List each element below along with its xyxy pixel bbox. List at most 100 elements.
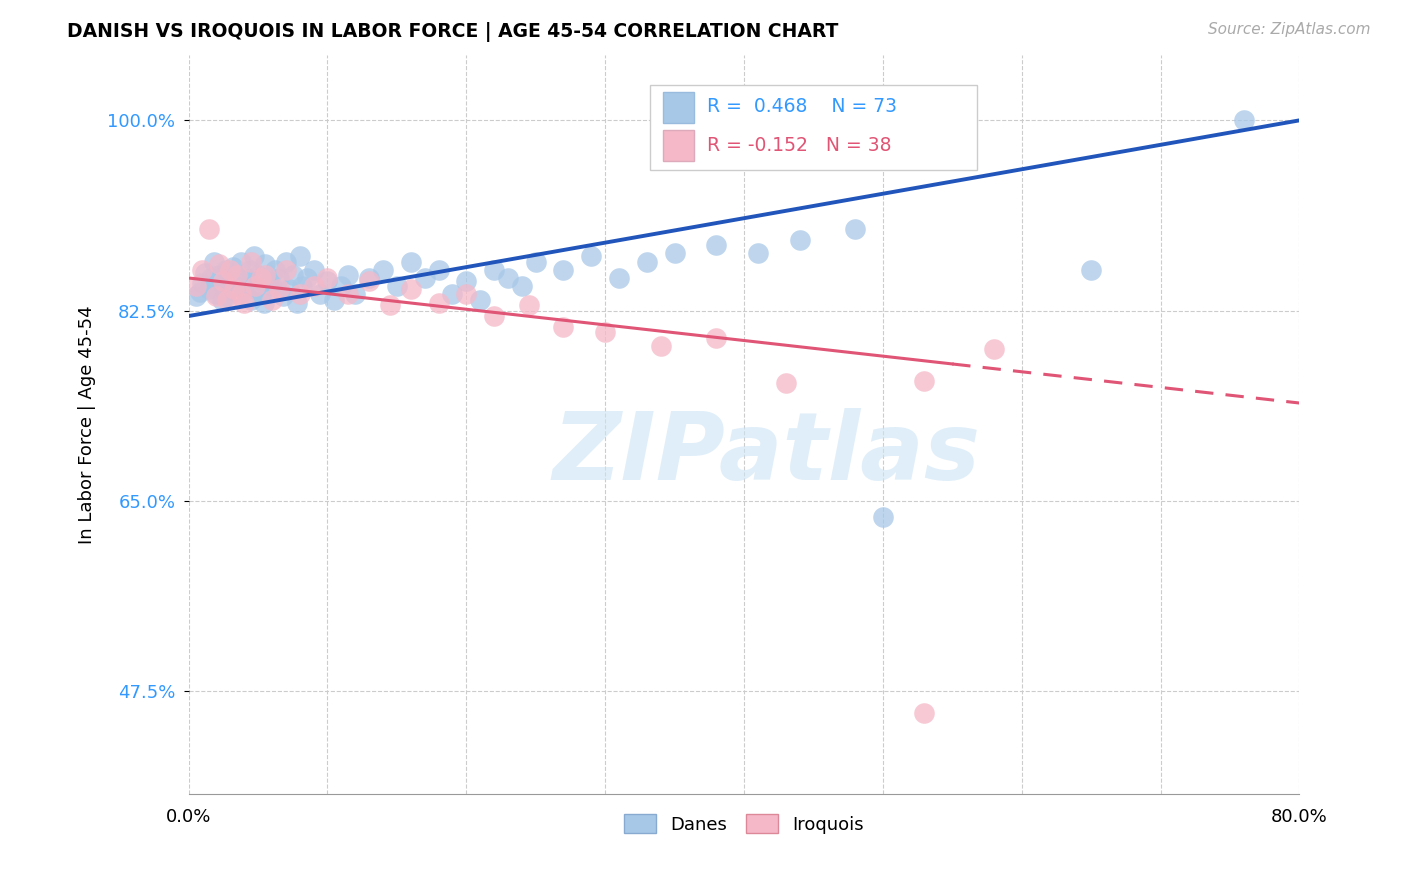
Point <box>267 271 290 285</box>
Point <box>288 287 311 301</box>
Point <box>581 249 603 263</box>
Point <box>231 254 253 268</box>
Point <box>413 271 436 285</box>
Point <box>205 289 228 303</box>
FancyBboxPatch shape <box>662 92 695 123</box>
Point <box>704 238 727 252</box>
Point <box>482 263 505 277</box>
Point <box>747 246 769 260</box>
Text: R =  0.468    N = 73: R = 0.468 N = 73 <box>707 97 897 116</box>
Point <box>288 249 311 263</box>
Point <box>219 274 242 288</box>
Point <box>496 271 519 285</box>
Point <box>277 282 299 296</box>
Point <box>359 274 381 288</box>
Y-axis label: In Labor Force | Age 45-54: In Labor Force | Age 45-54 <box>79 305 96 544</box>
Point <box>233 296 256 310</box>
Point <box>1233 113 1256 128</box>
Point <box>775 376 797 391</box>
Point <box>263 263 285 277</box>
Point <box>378 298 401 312</box>
Point <box>198 222 221 236</box>
Point <box>245 282 267 296</box>
Point <box>240 293 263 307</box>
Point <box>664 246 686 260</box>
Point <box>399 282 422 296</box>
Point <box>253 268 276 282</box>
Point <box>222 260 245 274</box>
Point <box>914 374 936 388</box>
Point <box>636 254 658 268</box>
Point <box>337 268 360 282</box>
Point <box>385 278 408 293</box>
Point <box>233 278 256 293</box>
Point <box>844 222 866 236</box>
FancyBboxPatch shape <box>650 85 977 169</box>
Text: R = -0.152   N = 38: R = -0.152 N = 38 <box>707 136 891 155</box>
Point <box>553 263 575 277</box>
Text: DANISH VS IROQUOIS IN LABOR FORCE | AGE 45-54 CORRELATION CHART: DANISH VS IROQUOIS IN LABOR FORCE | AGE … <box>67 22 839 42</box>
Point <box>191 263 214 277</box>
Point <box>323 293 346 307</box>
Point <box>302 263 325 277</box>
Point <box>257 274 280 288</box>
Point <box>194 266 217 280</box>
Point <box>208 257 231 271</box>
Point <box>217 289 239 303</box>
Point <box>983 342 1005 356</box>
Point <box>650 339 672 353</box>
Point <box>184 278 207 293</box>
Point <box>593 326 616 340</box>
Point <box>789 233 811 247</box>
Point <box>607 271 630 285</box>
Point <box>1080 263 1102 277</box>
Point <box>456 274 478 288</box>
Point <box>226 269 249 284</box>
Point <box>260 293 283 307</box>
Point <box>524 254 547 268</box>
Point <box>316 274 339 288</box>
Point <box>470 293 492 307</box>
Text: ZIPatlas: ZIPatlas <box>553 409 980 500</box>
Point <box>211 293 233 307</box>
Point <box>224 284 246 298</box>
Point <box>228 287 250 301</box>
Point <box>236 271 259 285</box>
Point <box>295 271 318 285</box>
Point <box>309 287 332 301</box>
Point <box>212 278 235 293</box>
Point <box>239 263 262 277</box>
Point <box>291 278 314 293</box>
Point <box>249 287 271 301</box>
Point <box>191 277 214 291</box>
Point <box>184 289 207 303</box>
Text: Source: ZipAtlas.com: Source: ZipAtlas.com <box>1208 22 1371 37</box>
Point <box>253 257 276 271</box>
Point <box>285 296 308 310</box>
Point <box>252 296 274 310</box>
Point <box>198 282 221 296</box>
Point <box>208 268 231 282</box>
Point <box>226 268 249 282</box>
Point <box>482 309 505 323</box>
Point <box>274 254 297 268</box>
Point <box>188 285 211 299</box>
Point <box>553 319 575 334</box>
Point <box>274 263 297 277</box>
Point <box>215 263 238 277</box>
Point <box>456 287 478 301</box>
Point <box>205 287 228 301</box>
Point <box>510 278 533 293</box>
Point <box>316 271 339 285</box>
Point <box>217 293 239 307</box>
Point <box>704 331 727 345</box>
Point <box>872 510 894 524</box>
Point <box>224 282 246 296</box>
Point <box>271 289 294 303</box>
Point <box>914 706 936 720</box>
Point <box>281 268 304 282</box>
Point <box>267 282 290 296</box>
Point <box>441 287 464 301</box>
Point <box>359 271 381 285</box>
Point <box>246 268 269 282</box>
